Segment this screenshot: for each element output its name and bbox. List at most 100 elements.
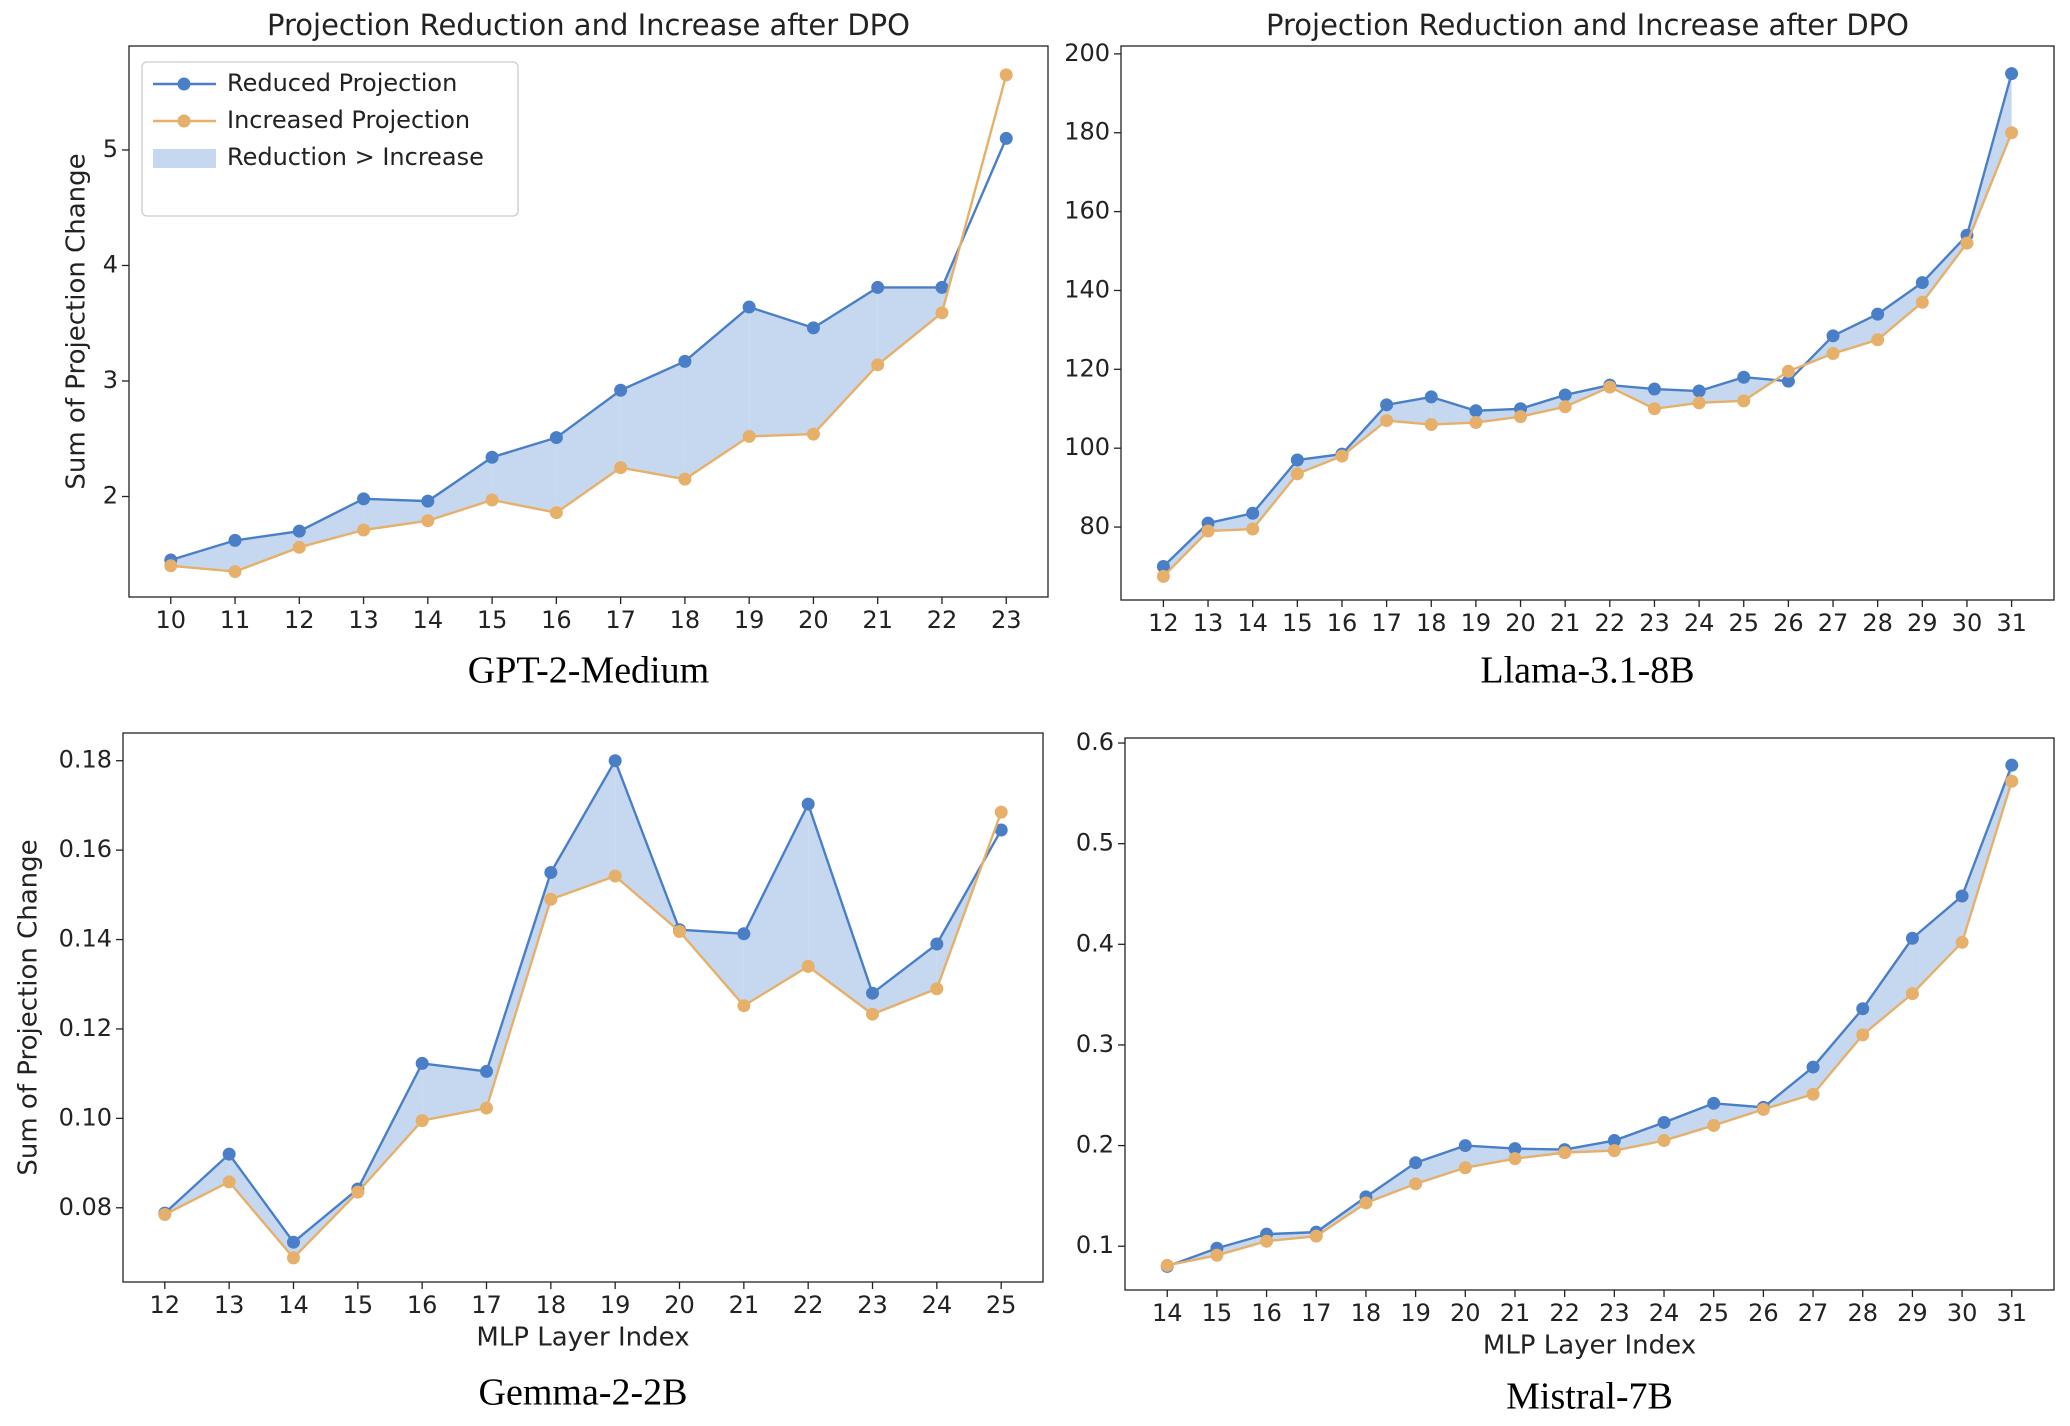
data-point: [479, 1064, 493, 1078]
fill-region: [1415, 1145, 1466, 1184]
legend-marker: [177, 77, 191, 91]
data-point: [286, 1235, 300, 1249]
fill-region: [1862, 938, 1913, 1035]
x-tick-label: 13: [214, 1291, 245, 1319]
fill-region: [1252, 460, 1298, 530]
data-point: [866, 986, 880, 1000]
data-point: [1781, 364, 1795, 378]
y-tick-label: 140: [1064, 275, 1110, 303]
data-point: [286, 1251, 300, 1265]
data-point: [994, 823, 1008, 837]
fill-region: [550, 760, 616, 900]
legend-box: [141, 61, 519, 217]
fill-region: [170, 540, 236, 572]
x-tick-label: 18: [536, 1291, 567, 1319]
x-tick-label: 12: [1148, 609, 1179, 637]
data-point: [1201, 524, 1215, 538]
series-line: [164, 811, 1003, 1260]
x-tick-label: 23: [1639, 609, 1670, 637]
series-line: [1166, 780, 2013, 1267]
fill-region: [1208, 513, 1253, 531]
data-point: [1806, 1060, 1820, 1074]
data-point: [1508, 1152, 1522, 1166]
data-point: [1871, 307, 1885, 321]
x-tick-label: 20: [1505, 609, 1536, 637]
data-point: [608, 754, 622, 768]
data-point: [2005, 126, 2019, 140]
x-tick-label: 14: [278, 1291, 309, 1319]
x-tick-label: 24: [1684, 609, 1715, 637]
y-tick-label: 0.2: [1076, 1131, 1114, 1159]
x-tick-label: 29: [1897, 1299, 1928, 1327]
x-tick-label: 22: [1595, 609, 1626, 637]
data-point: [292, 540, 306, 554]
x-tick-label: 20: [798, 606, 829, 634]
caption: Gemma-2-2B: [479, 1372, 688, 1414]
data-point: [1359, 1196, 1373, 1210]
chart-title: Projection Reduction and Increase after …: [1266, 8, 1909, 42]
data-point: [1160, 1258, 1174, 1272]
fill-region: [299, 498, 364, 548]
data-point: [1707, 1118, 1721, 1132]
data-point: [1607, 1144, 1621, 1158]
x-tick-label: 17: [1371, 609, 1402, 637]
fill-region: [1833, 314, 1878, 354]
fill-region: [1365, 1162, 1416, 1203]
y-tick-label: 100: [1064, 433, 1110, 461]
fill-region: [1699, 377, 1744, 403]
data-point: [485, 450, 499, 464]
subplot: Projection Reduction and Increase after …: [62, 8, 1049, 692]
data-point: [1246, 506, 1260, 520]
data-point: [421, 514, 435, 528]
fill-region: [749, 307, 814, 437]
data-point: [935, 280, 949, 294]
y-tick-label: 0.08: [59, 1193, 112, 1221]
y-tick-label: 5: [103, 135, 118, 163]
x-tick-label: 20: [1450, 1299, 1481, 1327]
data-point: [1647, 382, 1661, 396]
data-point: [1458, 1139, 1472, 1153]
data-point: [1514, 410, 1528, 424]
data-point: [678, 472, 692, 486]
x-tick-label: 28: [1847, 1299, 1878, 1327]
data-point: [737, 999, 751, 1013]
x-tick-label: 18: [1351, 1299, 1382, 1327]
data-point: [549, 506, 563, 520]
data-point: [1290, 453, 1304, 467]
data-point: [1915, 276, 1929, 290]
data-point: [164, 559, 178, 573]
data-point: [1607, 1134, 1621, 1148]
data-point: [1380, 398, 1394, 412]
fill-region: [1912, 896, 1963, 994]
fill-region: [813, 287, 878, 435]
y-tick-label: 0.16: [59, 835, 112, 863]
x-tick-label: 12: [284, 606, 315, 634]
x-tick-label: 15: [477, 606, 508, 634]
x-tick-label: 16: [407, 1291, 438, 1319]
y-tick-label: 3: [103, 366, 118, 394]
y-tick-label: 80: [1079, 512, 1110, 540]
fill-region: [422, 1063, 487, 1121]
data-point: [871, 358, 885, 372]
data-point: [1260, 1234, 1274, 1248]
x-tick-label: 19: [1400, 1299, 1431, 1327]
data-point: [1905, 931, 1919, 945]
series-line: [170, 74, 1008, 573]
data-point: [1737, 394, 1751, 408]
x-tick-label: 22: [793, 1291, 824, 1319]
data-point: [742, 300, 756, 314]
y-tick-label: 0.4: [1076, 929, 1114, 957]
data-point: [1290, 467, 1304, 481]
subplot: 14 15 16 17 18 19 20 21 22 23 24 25 26 27 28 29 30 31 0.1 0…: [1076, 728, 2055, 1418]
fill-region: [1163, 523, 1209, 577]
axes-frame: [1120, 45, 2055, 601]
subplot: 12 13 14 15 16 17 18 19 20 21 22 23 24 25 0.08 0.10 0.12…: [14, 732, 1044, 1414]
x-tick-label: 26: [1748, 1299, 1779, 1327]
x-tick-label: 19: [600, 1291, 631, 1319]
data-point: [1335, 449, 1349, 463]
fill-region: [1465, 1145, 1515, 1168]
fill-region: [1216, 1234, 1267, 1256]
x-tick-label: 14: [1237, 609, 1268, 637]
x-tick-label: 16: [1251, 1299, 1282, 1327]
data-point: [806, 427, 820, 441]
